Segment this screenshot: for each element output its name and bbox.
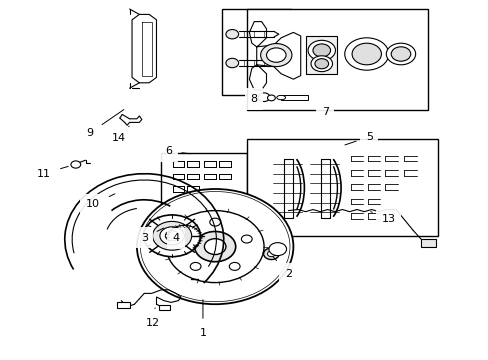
Circle shape <box>386 43 415 65</box>
Bar <box>281 95 307 100</box>
Text: 3: 3 <box>141 228 163 243</box>
Circle shape <box>143 215 200 257</box>
Bar <box>222 9 290 95</box>
Bar <box>246 9 427 110</box>
Text: 7: 7 <box>321 107 328 117</box>
Circle shape <box>166 211 264 283</box>
Ellipse shape <box>276 95 285 100</box>
Circle shape <box>209 218 220 226</box>
Bar <box>117 302 129 308</box>
Circle shape <box>140 192 289 302</box>
Circle shape <box>190 262 201 270</box>
Circle shape <box>307 40 335 60</box>
Bar <box>246 139 437 236</box>
Circle shape <box>194 231 235 262</box>
Text: 5: 5 <box>344 132 372 145</box>
Circle shape <box>160 227 184 245</box>
Text: 8: 8 <box>250 94 257 104</box>
Bar <box>420 239 435 247</box>
Circle shape <box>258 93 269 102</box>
Circle shape <box>260 44 291 67</box>
Circle shape <box>351 43 381 65</box>
Circle shape <box>310 56 332 72</box>
Text: 13: 13 <box>370 212 395 224</box>
Circle shape <box>229 262 240 270</box>
Bar <box>305 36 337 74</box>
Text: 6: 6 <box>165 146 190 156</box>
Circle shape <box>178 235 188 243</box>
Circle shape <box>204 239 225 255</box>
Circle shape <box>225 30 238 39</box>
Circle shape <box>266 48 285 62</box>
Text: 9: 9 <box>86 109 123 138</box>
Circle shape <box>71 161 81 168</box>
Bar <box>161 153 246 229</box>
Circle shape <box>165 231 179 241</box>
Circle shape <box>390 47 410 61</box>
Circle shape <box>267 95 275 101</box>
Text: 4: 4 <box>172 228 184 243</box>
Circle shape <box>137 189 293 304</box>
Circle shape <box>312 44 330 57</box>
Text: 1: 1 <box>199 300 206 338</box>
Circle shape <box>267 251 275 257</box>
Text: 12: 12 <box>145 308 159 328</box>
Text: 14: 14 <box>112 126 129 143</box>
Circle shape <box>152 221 191 250</box>
Circle shape <box>241 235 252 243</box>
Circle shape <box>225 58 238 68</box>
Circle shape <box>268 243 286 256</box>
Text: 10: 10 <box>86 194 115 210</box>
Circle shape <box>344 38 388 70</box>
Bar <box>271 248 277 252</box>
Text: 2: 2 <box>273 257 291 279</box>
Bar <box>159 305 170 310</box>
Text: 11: 11 <box>37 166 68 179</box>
Circle shape <box>314 59 328 69</box>
Circle shape <box>263 248 279 260</box>
